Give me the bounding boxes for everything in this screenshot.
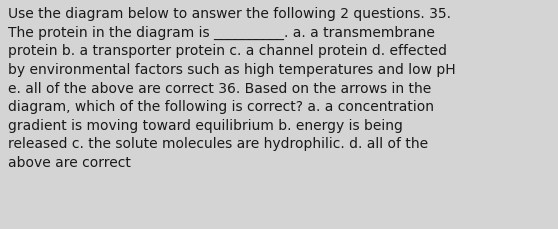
Text: Use the diagram below to answer the following 2 questions. 35.
The protein in th: Use the diagram below to answer the foll…: [8, 7, 456, 169]
